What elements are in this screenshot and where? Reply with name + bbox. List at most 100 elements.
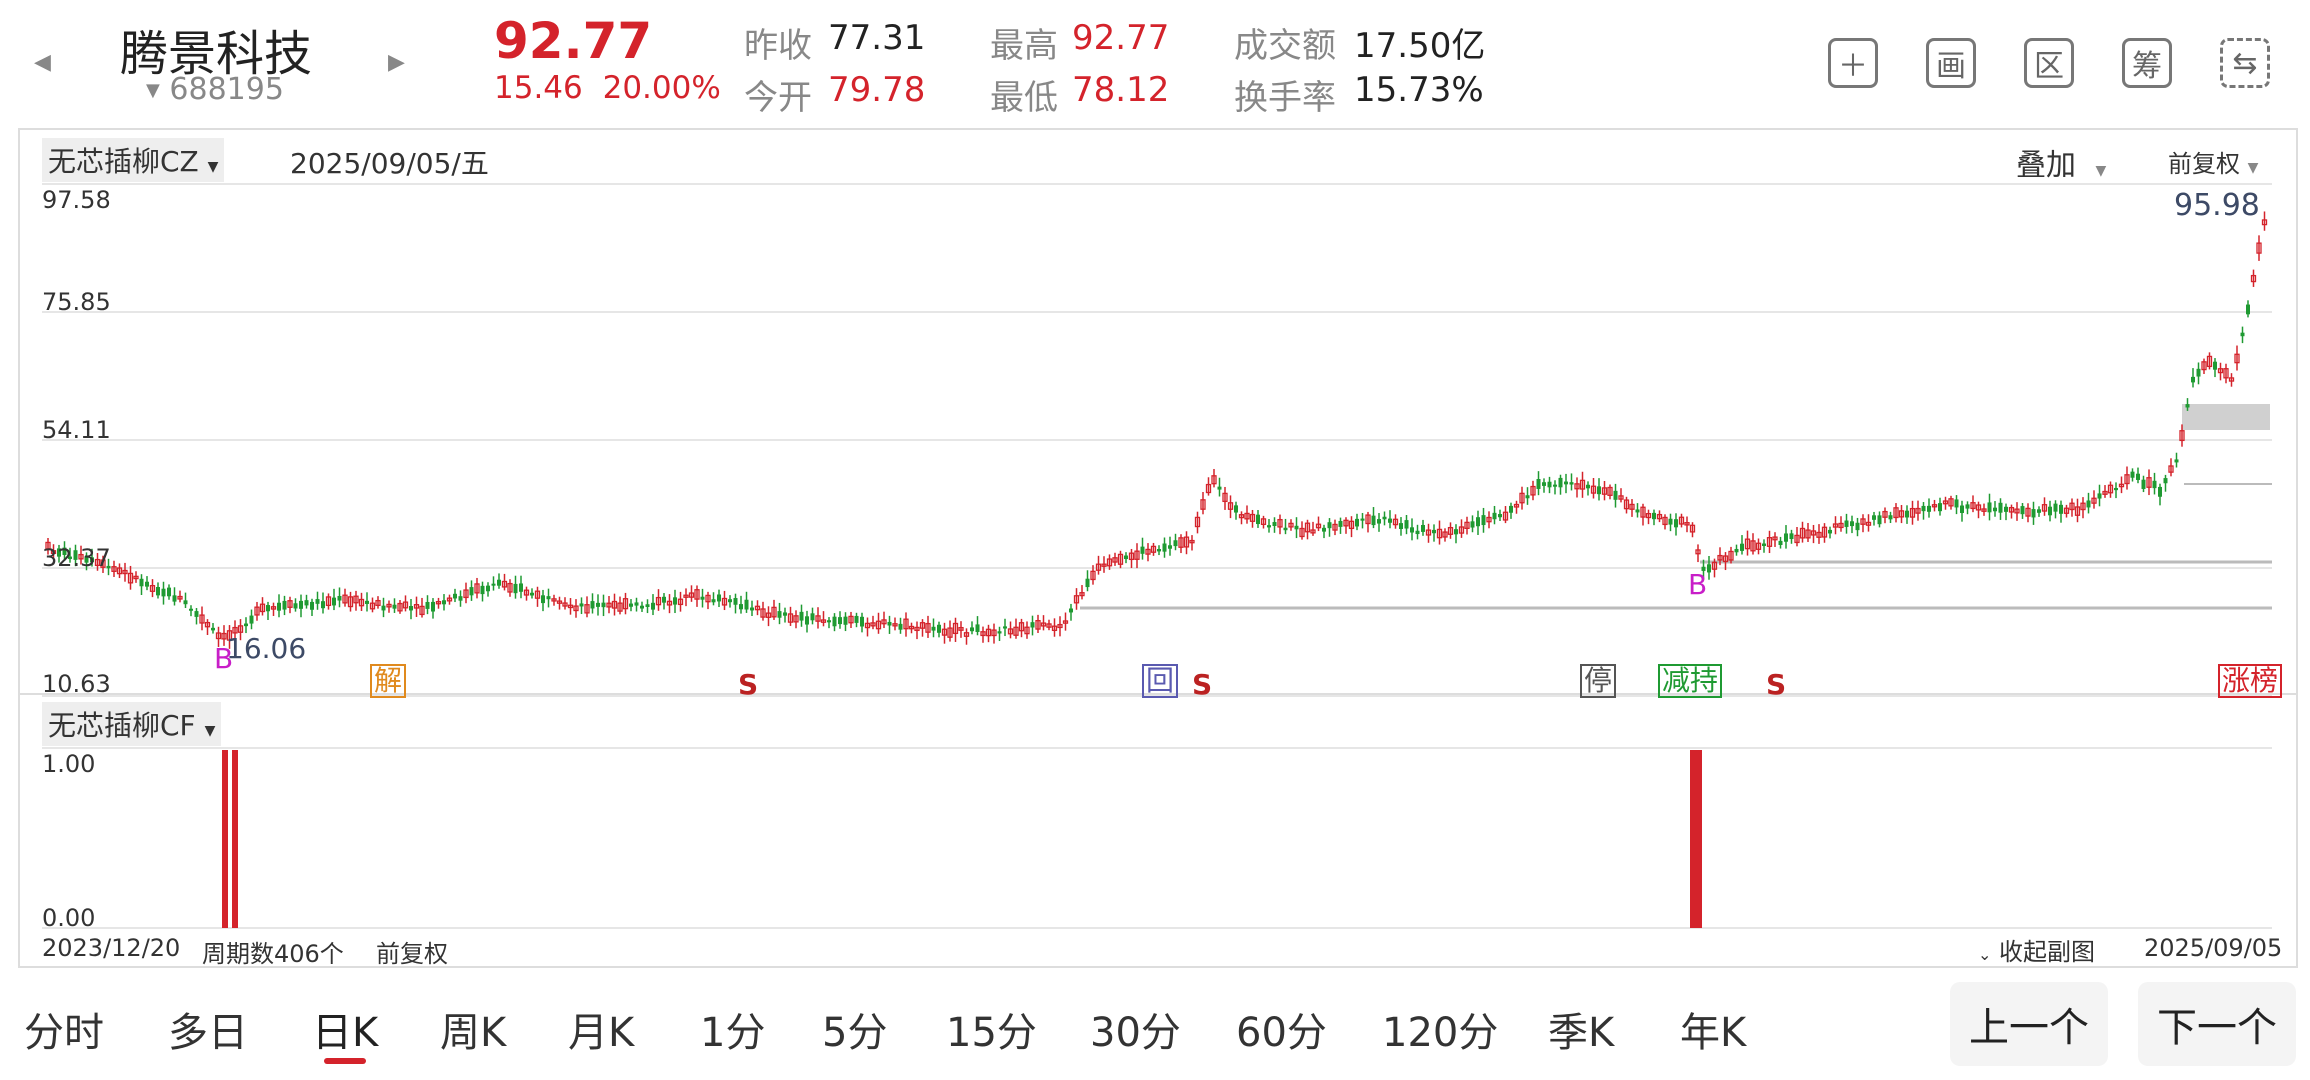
candle-body <box>1205 483 1212 494</box>
candle-body <box>519 583 523 592</box>
candle-body <box>1436 528 1443 539</box>
stock-name: 腾景科技 <box>120 26 313 82</box>
chip-icon[interactable]: 筹 <box>2122 38 2172 88</box>
tab-11[interactable]: 季K <box>1548 1010 1615 1056</box>
candle-body <box>1778 540 1783 545</box>
marker-sell-1[interactable]: S <box>738 668 759 701</box>
tab-1[interactable]: 多日 <box>168 1010 248 1056</box>
adjust-button[interactable]: 前复权 ▼ <box>2168 144 2258 179</box>
candle-body <box>1981 508 1987 512</box>
candle-body <box>733 598 738 605</box>
candle-body <box>2102 490 2108 495</box>
candle-body <box>139 578 144 587</box>
candle-body <box>353 595 359 604</box>
candle-body <box>1938 503 1942 512</box>
high-label: 最高 <box>990 26 1058 66</box>
marker-sell-2[interactable]: S <box>1192 668 1213 701</box>
candle-body <box>1134 550 1140 560</box>
y-tick-4: 32.37 <box>42 544 111 572</box>
candle-body <box>1106 558 1113 567</box>
candle-body <box>1415 530 1420 535</box>
main-indicator-selector[interactable]: 无芯插柳CZ ▼ <box>42 138 225 182</box>
candle-body <box>2141 479 2146 489</box>
tab-8[interactable]: 30分 <box>1090 1010 1181 1056</box>
candle-body <box>1283 527 1288 531</box>
tab-7[interactable]: 15分 <box>946 1010 1037 1056</box>
candle-body <box>1425 529 1432 536</box>
candle-body <box>2223 368 2229 379</box>
marker-buyback[interactable]: 回 <box>1142 664 1179 698</box>
candle-body <box>1513 503 1520 508</box>
candle-body <box>1542 482 1546 486</box>
collapse-subchart-button[interactable]: ⌄ 收起副图 <box>1978 932 2095 967</box>
marker-reduce[interactable]: 减持 <box>1658 664 1723 698</box>
switch-device-icon[interactable]: ⇆ <box>2220 38 2270 88</box>
candle-body <box>1623 499 1630 510</box>
sub-indicator-selector[interactable]: 无芯插柳CF ▼ <box>42 702 222 746</box>
candle-body <box>1399 523 1403 530</box>
tab-4[interactable]: 月K <box>568 1010 635 1056</box>
candle-body <box>315 599 320 604</box>
candle-body <box>908 625 915 630</box>
candle-body <box>2168 465 2174 473</box>
candle-body <box>1574 483 1580 490</box>
marker-sell-3[interactable]: S <box>1766 668 1787 701</box>
candle-body <box>815 615 821 622</box>
candle-body <box>1502 511 1509 521</box>
tab-0[interactable]: 分时 <box>24 1010 104 1056</box>
candle-body <box>1613 490 1618 500</box>
range-icon[interactable]: 区 <box>2024 38 2074 88</box>
candle-body <box>2031 509 2036 518</box>
candle-body <box>975 624 980 632</box>
next-stock-arrow[interactable]: ▶ <box>388 50 405 75</box>
tab-12[interactable]: 年K <box>1680 1010 1747 1056</box>
marker-halt[interactable]: 停 <box>1580 664 1617 698</box>
prev-stock-arrow[interactable]: ◀ <box>34 50 51 75</box>
price-change-value: 15.46 <box>494 70 583 106</box>
tab-2[interactable]: 日K <box>312 1010 379 1056</box>
candle-body <box>584 604 590 614</box>
draw-icon[interactable]: 画 <box>1926 38 1976 88</box>
candle-body <box>629 603 633 607</box>
marker-limit-board[interactable]: 涨榜 <box>2218 664 2283 698</box>
candle-body <box>1590 485 1597 494</box>
prev-stock-button[interactable]: 上一个 <box>1950 982 2108 1066</box>
candle-body <box>892 623 898 627</box>
candle-body <box>254 606 260 616</box>
candle-body <box>1062 620 1069 624</box>
candle-body <box>567 604 574 609</box>
candle-body <box>1157 548 1161 552</box>
main-chart-panel[interactable] <box>18 128 2298 968</box>
candle-body <box>1288 522 1294 528</box>
candle-body <box>194 611 199 617</box>
candle-body <box>199 614 205 624</box>
candle-body <box>1993 507 1997 512</box>
tab-6[interactable]: 5分 <box>822 1010 888 1056</box>
tab-3[interactable]: 周K <box>440 1010 507 1056</box>
main-indicator-name: 无芯插柳CZ <box>48 145 199 178</box>
candle-body <box>1509 505 1513 513</box>
next-stock-button[interactable]: 下一个 <box>2138 982 2296 1066</box>
candle-body <box>1740 543 1744 551</box>
plus-icon[interactable]: ＋ <box>1828 38 1878 88</box>
tab-9[interactable]: 60分 <box>1236 1010 1327 1056</box>
tab-10[interactable]: 120分 <box>1382 1010 1499 1056</box>
tab-5[interactable]: 1分 <box>700 1010 766 1056</box>
candle-body <box>783 612 787 616</box>
candle-body <box>90 557 94 563</box>
candle-body <box>2152 480 2157 489</box>
candle-body <box>2240 332 2245 337</box>
candle-body <box>1238 514 1245 519</box>
candle-body <box>1662 516 1668 526</box>
overlay-button[interactable]: 叠加 ▼ <box>2016 140 2106 184</box>
candle-body <box>1128 552 1135 561</box>
candle-body <box>204 621 211 628</box>
marker-unlock[interactable]: 解 <box>370 664 407 698</box>
candle-body <box>1234 505 1238 513</box>
candle-body <box>1458 526 1465 534</box>
stock-code[interactable]: ▼ 688195 <box>146 72 284 107</box>
chevron-down-icon: ▼ <box>2095 163 2107 179</box>
candle-body <box>474 583 480 594</box>
candle-body <box>282 600 287 610</box>
